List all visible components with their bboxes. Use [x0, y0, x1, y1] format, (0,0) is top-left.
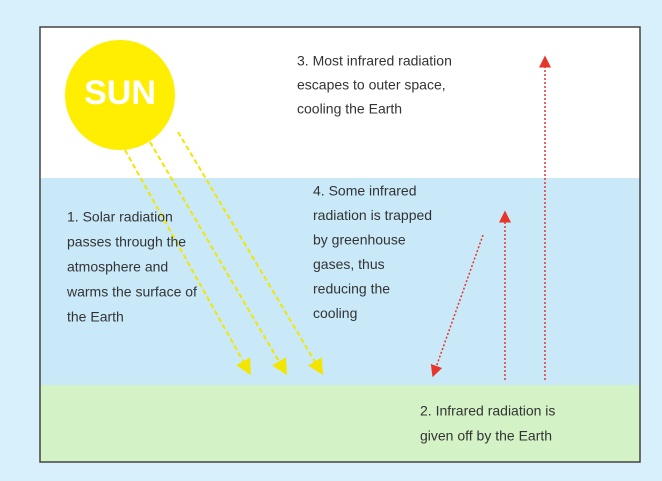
atmosphere-region: [40, 178, 640, 385]
solar-arrow: [177, 131, 324, 376]
sun-label: SUN: [84, 74, 156, 112]
note-line: the Earth: [67, 309, 124, 325]
notes: 1. Solar radiation passes through the atmo…: [66, 53, 555, 444]
note-line: escapes to outer space,: [297, 77, 446, 93]
note-line: reducing the: [313, 281, 390, 297]
solar-arrow: [124, 149, 251, 376]
earth-region: [40, 385, 640, 462]
infrared-arrows: [430, 55, 551, 380]
note-line: 1. Solar radiation: [67, 209, 173, 225]
note-line: atmosphere and: [67, 259, 168, 275]
note-line: gases, thus: [313, 256, 385, 272]
solar-arrows: [124, 131, 324, 376]
note-line: cooling the Earth: [297, 101, 402, 117]
note-line: radiation is trapped: [313, 207, 432, 223]
solar-arrow: [149, 141, 288, 376]
note-line: 2. Infrared radiation is: [420, 403, 555, 419]
sun: [65, 40, 175, 150]
infrared-arrow: [430, 234, 484, 378]
note-line: 4. Some infrared: [313, 183, 417, 199]
note-line: cooling: [313, 305, 357, 321]
note-line: by greenhouse: [313, 232, 406, 248]
note-line: given off by the Earth: [420, 428, 552, 444]
note-line: 3. Most infrared radiation: [297, 53, 452, 69]
frame: [39, 26, 641, 463]
note-line: passes through the: [67, 234, 186, 250]
note-line: warms the surface of: [66, 284, 197, 300]
